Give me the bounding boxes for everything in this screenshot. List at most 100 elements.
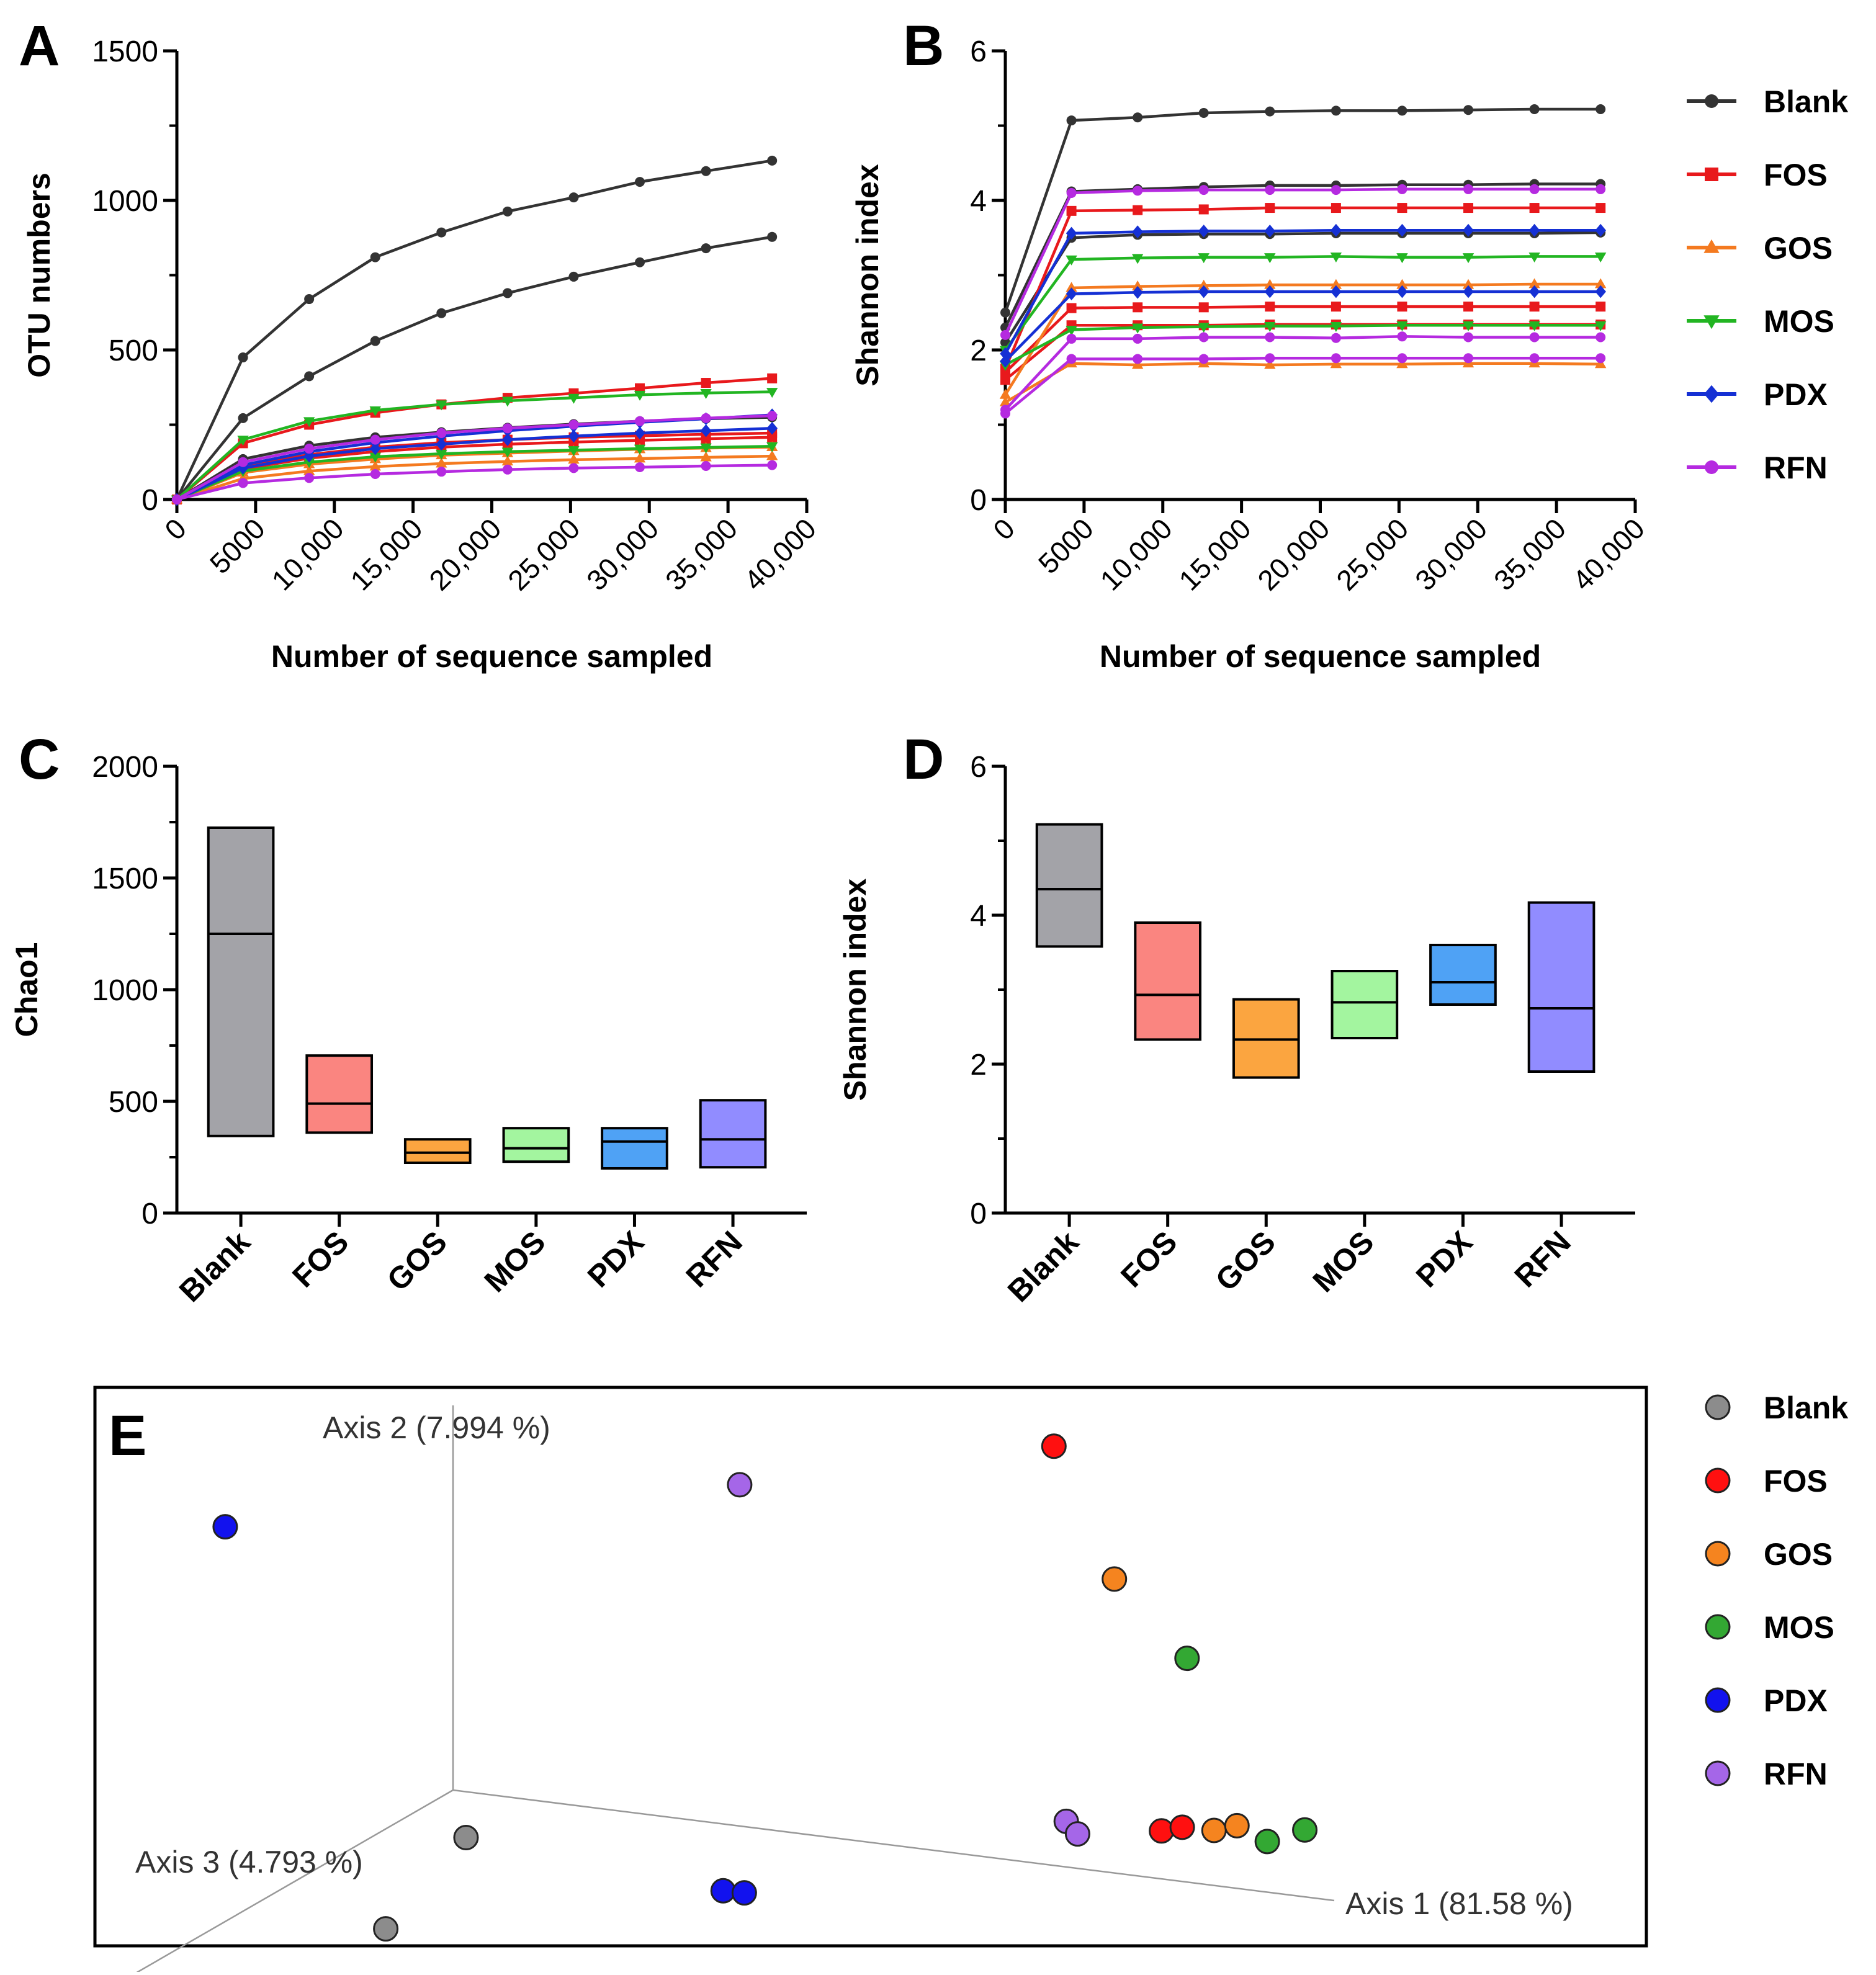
x-tick-label: 40,000: [738, 512, 822, 596]
data-point-pdx: [1132, 225, 1143, 239]
legend-label: FOS: [1764, 1464, 1828, 1498]
y-tick-label: 2000: [92, 751, 158, 784]
data-point-mos: [700, 443, 712, 454]
series-line-blank: [1003, 107, 1601, 313]
data-point-rfn: [238, 457, 248, 467]
data-point-blank: [502, 288, 513, 298]
data-point-fos: [1000, 367, 1010, 378]
data-point-mos: [568, 393, 580, 404]
data-point-mos: [237, 436, 249, 446]
data-point-pdx: [1066, 226, 1077, 240]
data-point-rfn: [1529, 353, 1540, 364]
data-point-rfn: [1198, 332, 1209, 343]
pcoa-point-mos: [1254, 1829, 1280, 1855]
data-point-rfn: [767, 411, 778, 421]
data-point-rfn: [1529, 184, 1540, 194]
data-point-fos: [635, 383, 645, 393]
data-point-pdx: [1198, 285, 1210, 298]
data-point-gos: [1066, 282, 1077, 292]
pcoa-point-gos: [1224, 1812, 1250, 1838]
pcoa-point-pdx: [710, 1878, 736, 1904]
data-point-fos: [1066, 205, 1077, 216]
x-tick-label: Blank: [1001, 1224, 1085, 1309]
data-point-blank: [635, 177, 645, 187]
data-point-mos: [1330, 322, 1342, 333]
legend-label: RFN: [1764, 450, 1828, 485]
data-point-blank: [1331, 105, 1341, 116]
data-point-rfn: [1265, 332, 1275, 343]
data-point-mos: [1131, 254, 1144, 264]
data-point-fos: [701, 434, 711, 444]
data-point-mos: [1396, 321, 1408, 331]
data-point-rfn: [1595, 353, 1606, 364]
box-pdx: [601, 1127, 668, 1170]
legend-marker-rfn: [1705, 460, 1718, 474]
panel-A: 0 500 1000 1500 0 500010,00015,00020,00025,00…: [22, 35, 822, 674]
axis-1-line: [452, 1789, 1335, 1902]
data-point-gos: [700, 451, 712, 462]
x-tick-label: PDX: [1409, 1224, 1479, 1294]
box-mos: [502, 1127, 570, 1163]
data-point-mos: [436, 449, 447, 460]
x-tick-label: 0: [987, 512, 1021, 546]
data-point-pdx: [1463, 285, 1474, 298]
data-point-mos: [369, 406, 381, 416]
series-line-pdx: [1004, 228, 1601, 355]
data-point-pdx: [1198, 225, 1210, 238]
box-mos: [1331, 970, 1399, 1039]
x-tick-label: PDX: [581, 1224, 650, 1294]
legend-dot-rfn: [1705, 1760, 1731, 1786]
series-line-mos: [176, 444, 773, 501]
axis-2-label: Axis 2 (7.994 %): [323, 1410, 550, 1445]
x-tick-label: 30,000: [1409, 512, 1493, 596]
y-tick-label: 2: [970, 334, 987, 367]
series-line-mos: [176, 390, 773, 501]
data-point-rfn: [436, 467, 447, 477]
data-point-pdx: [502, 433, 513, 446]
series-line-rfn: [1004, 335, 1601, 411]
data-point-mos: [369, 452, 381, 463]
data-point-pdx: [1331, 223, 1342, 237]
data-point-blank: [1066, 115, 1077, 126]
data-point-gos: [568, 454, 580, 464]
series-line-blank: [176, 235, 773, 501]
panel-label-c: C: [19, 728, 60, 791]
y-tick-label: 1000: [92, 974, 158, 1007]
box-fos: [1134, 921, 1202, 1041]
data-point-rfn: [1331, 185, 1341, 195]
data-point-gos: [501, 455, 514, 466]
x-tick-label: MOS: [1306, 1224, 1381, 1299]
data-point-fos: [1397, 203, 1407, 213]
data-point-fos: [1066, 303, 1077, 313]
data-point-fos: [1133, 205, 1143, 215]
data-point-gos: [436, 457, 447, 468]
series-line-pdx: [176, 427, 773, 501]
data-point-fos: [1265, 203, 1275, 213]
data-point-rfn: [1595, 184, 1606, 194]
data-point-gos: [1396, 358, 1408, 369]
data-point-pdx: [766, 421, 778, 435]
data-point-fos: [1331, 302, 1341, 312]
data-point-gos: [1528, 278, 1540, 289]
series-line-blank: [175, 159, 773, 500]
data-point-rfn: [436, 428, 447, 438]
box-rfn: [699, 1099, 767, 1169]
data-point-fos: [1529, 302, 1540, 312]
data-point-blank: [1000, 307, 1010, 318]
legend-marker-mos: [1703, 315, 1720, 329]
data-point-mos: [1528, 321, 1540, 331]
data-point-gos: [1264, 359, 1276, 369]
x-tick-label: 10,000: [1094, 512, 1178, 596]
data-point-mos: [501, 396, 514, 407]
box-rfn: [1527, 901, 1595, 1073]
x-axis-label: Number of sequence sampled: [271, 639, 712, 674]
data-point-fos: [1397, 302, 1407, 312]
data-point-rfn: [502, 464, 513, 475]
data-point-rfn: [701, 461, 711, 472]
data-point-blank: [767, 231, 778, 242]
data-point-pdx: [1396, 285, 1408, 298]
data-point-pdx: [700, 424, 712, 437]
data-point-rfn: [370, 434, 380, 445]
data-point-blank: [436, 308, 447, 318]
legend-label: RFN: [1764, 1757, 1828, 1791]
